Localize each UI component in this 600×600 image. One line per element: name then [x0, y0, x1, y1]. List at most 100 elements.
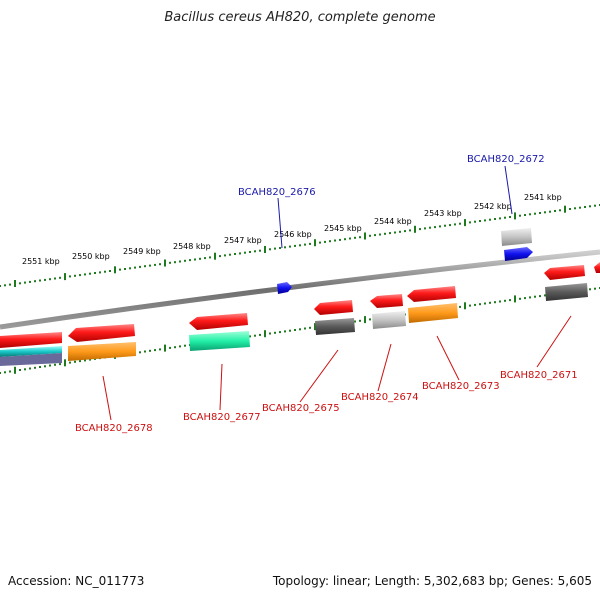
- map-title: Bacillus cereus AH820, complete genome: [164, 10, 436, 25]
- gene-label[interactable]: BCAH820_2671: [500, 370, 578, 381]
- scale-minor-tick: [254, 250, 256, 253]
- scale-label: 2544 kbp: [374, 217, 412, 226]
- gene-arrow-bcah820-2676[interactable]: [277, 282, 292, 294]
- scale-minor-tick: [269, 332, 271, 335]
- gene-arrow-red[interactable]: [314, 300, 353, 315]
- gene-arrow-bcah820-2672[interactable]: [504, 247, 533, 261]
- label-leaders: [102, 165, 572, 421]
- scale-minor-tick: [379, 233, 381, 236]
- gene-block-dark[interactable]: [315, 318, 355, 335]
- gene-label[interactable]: BCAH820_2672: [467, 154, 545, 165]
- scale-minor-tick: [539, 212, 541, 214]
- scale-minor-tick: [139, 265, 141, 268]
- scale-minor-tick: [294, 244, 296, 247]
- leader-line: [299, 349, 339, 403]
- gene-label[interactable]: BCAH820_2673: [422, 381, 500, 392]
- scale-minor-tick: [299, 328, 301, 331]
- scale-minor-tick: [174, 346, 176, 349]
- scale-minor-tick: [0, 285, 1, 287]
- gene-arrow-red[interactable]: [594, 262, 600, 273]
- scale-major-tick: [64, 273, 66, 281]
- scale-minor-tick: [134, 266, 136, 269]
- gene-block-orange[interactable]: [408, 303, 458, 323]
- gene-block-orange[interactable]: [68, 342, 136, 361]
- scale-minor-tick: [274, 247, 276, 250]
- scale-minor-tick: [359, 236, 361, 239]
- gene-arrow-red[interactable]: [544, 265, 585, 280]
- gene-arrow-red[interactable]: [68, 324, 135, 342]
- scale-minor-tick: [419, 228, 421, 231]
- scale-minor-tick: [284, 246, 286, 249]
- scale-minor-tick: [369, 318, 371, 321]
- accession-text: Accession: NC_011773: [8, 574, 145, 588]
- scale-minor-tick: [104, 270, 106, 273]
- scale-minor-tick: [179, 345, 181, 348]
- scale-minor-tick: [39, 366, 41, 368]
- scale-minor-tick: [489, 301, 491, 304]
- scale-label: 2550 kbp: [72, 252, 110, 261]
- scale-minor-tick: [54, 277, 56, 280]
- topology-text: Topology: linear; Length: 5,302,683 bp; …: [272, 574, 592, 588]
- scale-major-tick: [264, 330, 266, 338]
- scale-minor-tick: [159, 263, 161, 266]
- leader-line: [277, 197, 283, 249]
- scale-minor-tick: [144, 265, 146, 268]
- gene-block-dark[interactable]: [545, 283, 588, 301]
- scale-major-tick: [14, 280, 16, 287]
- scale-major-tick: [214, 252, 216, 260]
- scale-minor-tick: [129, 267, 131, 270]
- scale-minor-tick: [9, 283, 11, 286]
- scale-minor-tick: [309, 242, 311, 245]
- gene-block-green[interactable]: [189, 331, 250, 351]
- gene-label[interactable]: BCAH820_2677: [183, 412, 261, 423]
- scale-minor-tick: [249, 251, 251, 253]
- gene-label[interactable]: BCAH820_2678: [75, 423, 153, 434]
- scale-minor-tick: [519, 297, 521, 300]
- scale-minor-tick: [504, 216, 506, 219]
- scale-minor-tick: [509, 216, 511, 218]
- gene-block-teal[interactable]: [0, 346, 62, 357]
- scale-minor-tick: [184, 344, 186, 347]
- scale-minor-tick: [589, 288, 591, 291]
- reverse-genes: [0, 262, 600, 366]
- scale-minor-tick: [29, 280, 31, 283]
- scale-minor-tick: [199, 257, 201, 260]
- gene-block-slate[interactable]: [0, 353, 62, 366]
- gene-label[interactable]: BCAH820_2676: [238, 187, 316, 198]
- scale-minor-tick: [429, 226, 431, 229]
- scale-minor-tick: [409, 229, 411, 232]
- scale-minor-tick: [189, 259, 191, 262]
- scale-minor-tick: [139, 351, 141, 354]
- gene-arrow-red[interactable]: [0, 332, 62, 348]
- scale-major-tick: [164, 344, 166, 352]
- scale-major-tick: [414, 225, 416, 233]
- scale-minor-tick: [4, 371, 6, 374]
- scale-minor-tick: [454, 223, 456, 226]
- gene-label[interactable]: BCAH820_2674: [341, 392, 419, 403]
- scale-minor-tick: [94, 272, 96, 274]
- scale-minor-tick: [109, 270, 111, 272]
- forward-genes: [277, 228, 533, 294]
- scale-minor-tick: [339, 238, 341, 241]
- gene-label[interactable]: BCAH820_2675: [262, 403, 340, 414]
- scale-major-tick: [514, 212, 516, 220]
- scale-labels: 2551 kbp 2550 kbp 2549 kbp 2548 kbp 2547…: [22, 193, 562, 266]
- scale-minor-tick: [389, 232, 391, 235]
- leader-line: [219, 363, 223, 411]
- scale-minor-tick: [324, 240, 326, 243]
- scale-minor-tick: [484, 219, 486, 222]
- gene-arrow-red[interactable]: [189, 313, 248, 330]
- scale-minor-tick: [209, 256, 211, 259]
- scale-minor-tick: [304, 243, 306, 246]
- scale-minor-tick: [184, 259, 186, 262]
- scale-minor-tick: [34, 366, 36, 369]
- scale-minor-tick: [584, 206, 586, 208]
- scale-minor-tick: [309, 326, 311, 329]
- scale-major-tick: [564, 205, 566, 213]
- gene-block-light[interactable]: [501, 228, 532, 246]
- gene-arrow-red[interactable]: [370, 294, 403, 308]
- gene-arrow-red[interactable]: [407, 286, 456, 302]
- scale-minor-tick: [504, 299, 506, 302]
- scale-minor-tick: [299, 244, 301, 247]
- gene-block-light[interactable]: [372, 311, 406, 329]
